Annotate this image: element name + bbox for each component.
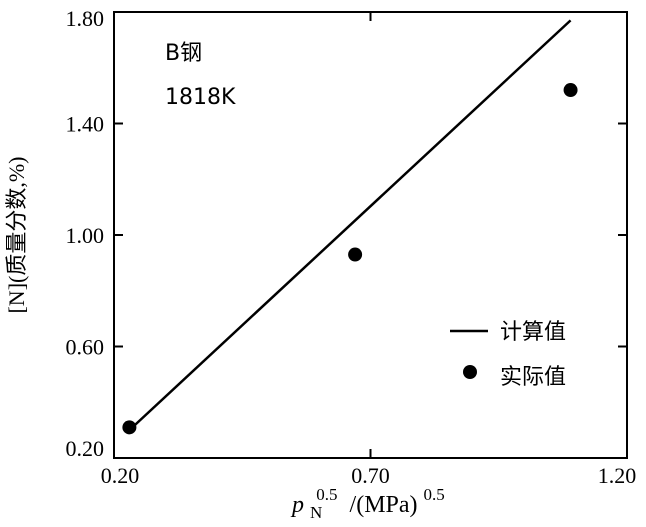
calculated-line (128, 19, 572, 432)
plot-frame (113, 11, 628, 459)
y-tick-label: 1.80 (66, 6, 105, 31)
annotation-steel: B钢 (165, 41, 202, 66)
x-axis-label-unit: /(MPa) (350, 492, 418, 518)
actual-point (563, 83, 578, 98)
x-axis-label-unit-superscript: 0.5 (424, 485, 445, 504)
y-tick-label: 1.40 (66, 112, 105, 137)
legend-label-calculated: 计算值 (500, 320, 566, 345)
annotation-temperature: 1818K (165, 85, 236, 110)
x-ticks: 0.20 0.70 1.20 (101, 12, 637, 488)
actual-point (122, 420, 137, 435)
y-tick-label: 1.00 (66, 223, 105, 248)
y-tick-label: 0.60 (66, 335, 105, 360)
x-axis-label-superscript: 0.5 (316, 485, 337, 504)
legend-dot-swatch (463, 365, 477, 379)
x-axis-label-subscript: N (310, 503, 322, 522)
x-tick-label: 0.20 (101, 463, 140, 488)
plot-marks (122, 19, 578, 435)
x-tick-label: 0.70 (351, 463, 390, 488)
legend: 计算值 实际值 (450, 320, 566, 390)
y-ticks: 0.20 0.60 1.00 1.40 1.80 (66, 6, 627, 461)
x-axis-label: p N 0.5 /(MPa) 0.5 (290, 480, 445, 524)
x-axis-label-symbol: p (290, 492, 304, 518)
y-axis-label: [N](质量分数,%) (4, 156, 29, 313)
legend-label-actual: 实际值 (500, 365, 566, 390)
actual-point (348, 247, 363, 262)
x-tick-label: 1.20 (598, 463, 637, 488)
y-tick-label: 0.20 (66, 436, 105, 461)
